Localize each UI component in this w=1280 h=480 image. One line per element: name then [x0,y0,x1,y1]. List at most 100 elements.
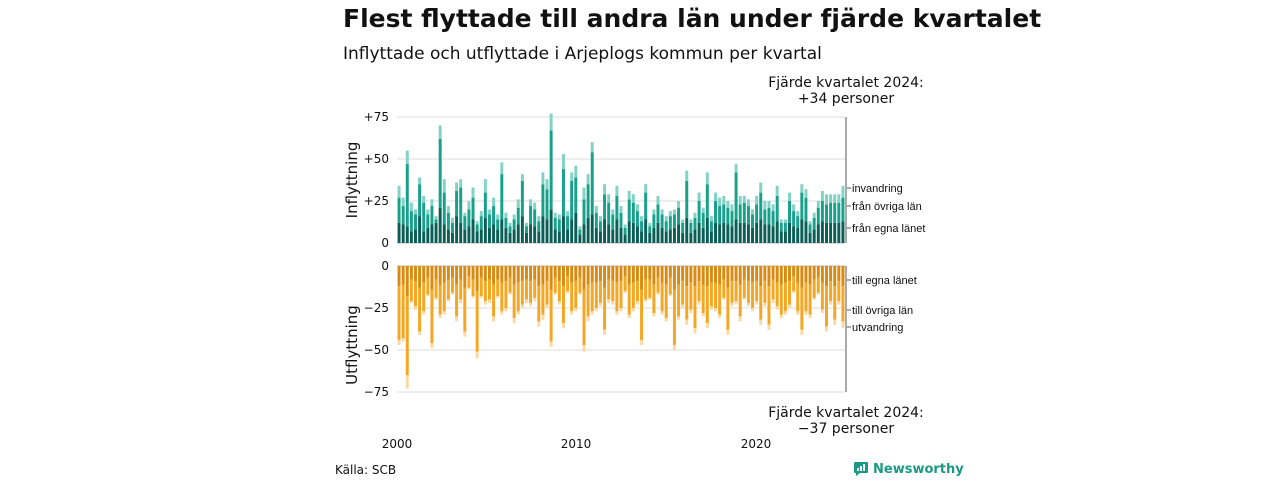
bar-inflow-other-counties [438,138,442,208]
bar-outflow-emigration [833,319,837,325]
bar-inflow-other-counties [463,216,467,230]
bar-inflow-other-counties [742,202,746,223]
newsworthy-logo-icon [854,462,868,476]
bar-inflow-own-county [648,232,652,243]
bar-outflow-emigration [767,324,771,330]
y-tick-label-inflow: +25 [364,194,389,208]
bar-inflow-immigration [401,197,405,207]
bar-inflow-other-counties [648,226,652,233]
bar-outflow-own-county [767,266,771,287]
bar-inflow-own-county [722,222,726,243]
bar-outflow-emigration [422,311,426,315]
bar-inflow-own-county [718,224,722,243]
bar-outflow-emigration [446,299,450,302]
bar-outflow-emigration [792,291,796,293]
bar-outflow-other-counties [598,281,602,303]
bar-outflow-own-county [475,266,479,292]
bar-outflow-own-county [627,266,631,285]
bar-inflow-own-county [467,226,471,243]
bar-inflow-own-county [401,224,405,243]
bar-inflow-own-county [681,232,685,243]
bar-outflow-emigration [837,301,841,305]
bar-outflow-other-counties [825,286,828,327]
bar-inflow-other-counties [652,214,656,228]
bar-outflow-own-county [771,266,775,280]
bar-inflow-immigration [763,201,767,210]
bar-inflow-other-counties [496,219,500,230]
bar-outflow-other-counties [775,282,779,307]
bar-inflow-own-county [496,229,500,243]
bar-inflow-immigration [438,125,442,139]
bar-outflow-other-counties [644,279,648,300]
bar-outflow-other-counties [475,291,479,352]
bar-outflow-own-county [467,266,471,277]
bar-outflow-own-county [796,266,800,283]
bar-outflow-emigration [529,302,533,307]
bar-outflow-own-county [841,266,845,287]
bar-outflow-own-county [570,266,574,283]
bar-outflow-own-county [524,266,528,280]
bar-outflow-emigration [426,294,430,297]
bar-outflow-own-county [451,266,454,278]
bar-inflow-other-counties [681,222,685,233]
bar-inflow-immigration [767,201,771,208]
bar-inflow-immigration [479,211,483,217]
bar-inflow-own-county [672,227,676,243]
bar-outflow-emigration [487,299,491,303]
bar-outflow-own-county [812,266,816,280]
bar-inflow-own-county [841,221,845,243]
bar-inflow-other-counties [483,192,487,218]
bar-outflow-emigration [512,318,516,324]
bar-outflow-own-county [656,266,660,278]
bar-outflow-emigration [627,314,631,319]
bar-outflow-own-county [718,266,722,285]
bar-outflow-other-counties [631,282,635,308]
bar-outflow-emigration [545,304,549,308]
bar-outflow-own-county [759,266,763,287]
bar-inflow-other-counties [590,152,594,215]
bar-inflow-other-counties [479,216,483,230]
bar-inflow-own-county [561,216,565,243]
bar-outflow-own-county [442,266,446,283]
bar-outflow-emigration [664,318,668,322]
bar-inflow-other-counties [397,197,401,223]
bar-inflow-own-county [804,221,808,243]
bar-inflow-immigration [504,212,508,218]
chart-subtitle: Inflyttade och utflyttade i Arjeplogs ko… [343,44,822,64]
bar-outflow-own-county [701,266,705,285]
bar-inflow-own-county [611,229,615,243]
bar-inflow-own-county [775,221,779,243]
bar-outflow-own-county [825,266,828,287]
bar-outflow-emigration [701,313,705,317]
y-tick-label-inflow: +75 [364,110,389,124]
bar-inflow-other-counties [615,195,619,220]
bar-outflow-own-county [459,266,463,280]
bar-outflow-other-counties [566,276,570,292]
bar-outflow-other-counties [459,279,463,300]
bar-outflow-own-county [681,266,685,282]
bar-outflow-emigration [516,311,520,315]
bar-inflow-immigration [751,209,755,215]
bar-outflow-other-counties [487,279,491,300]
bar-inflow-own-county [796,227,800,243]
bar-outflow-emigration [541,314,545,320]
bar-outflow-other-counties [418,287,422,332]
bar-inflow-own-county [426,227,430,243]
bar-outflow-own-county [578,266,582,278]
bar-inflow-other-counties [582,199,586,225]
bar-outflow-other-counties [442,282,446,312]
bar-inflow-own-county [590,214,594,243]
x-tick-label: 2000 [382,437,413,451]
bar-inflow-immigration [746,199,750,207]
bar-inflow-immigration [623,224,627,228]
bar-inflow-immigration [512,214,516,220]
bar-outflow-emigration [829,301,833,305]
bar-inflow-immigration [714,192,718,201]
bar-inflow-own-county [759,219,763,243]
bar-inflow-other-counties [611,214,615,230]
brand-logo[interactable]: Newsworthy [853,461,964,477]
bar-outflow-other-counties [742,279,746,298]
bar-inflow-immigration [500,162,504,175]
bar-inflow-immigration [586,174,590,185]
bar-outflow-other-counties [738,284,742,317]
